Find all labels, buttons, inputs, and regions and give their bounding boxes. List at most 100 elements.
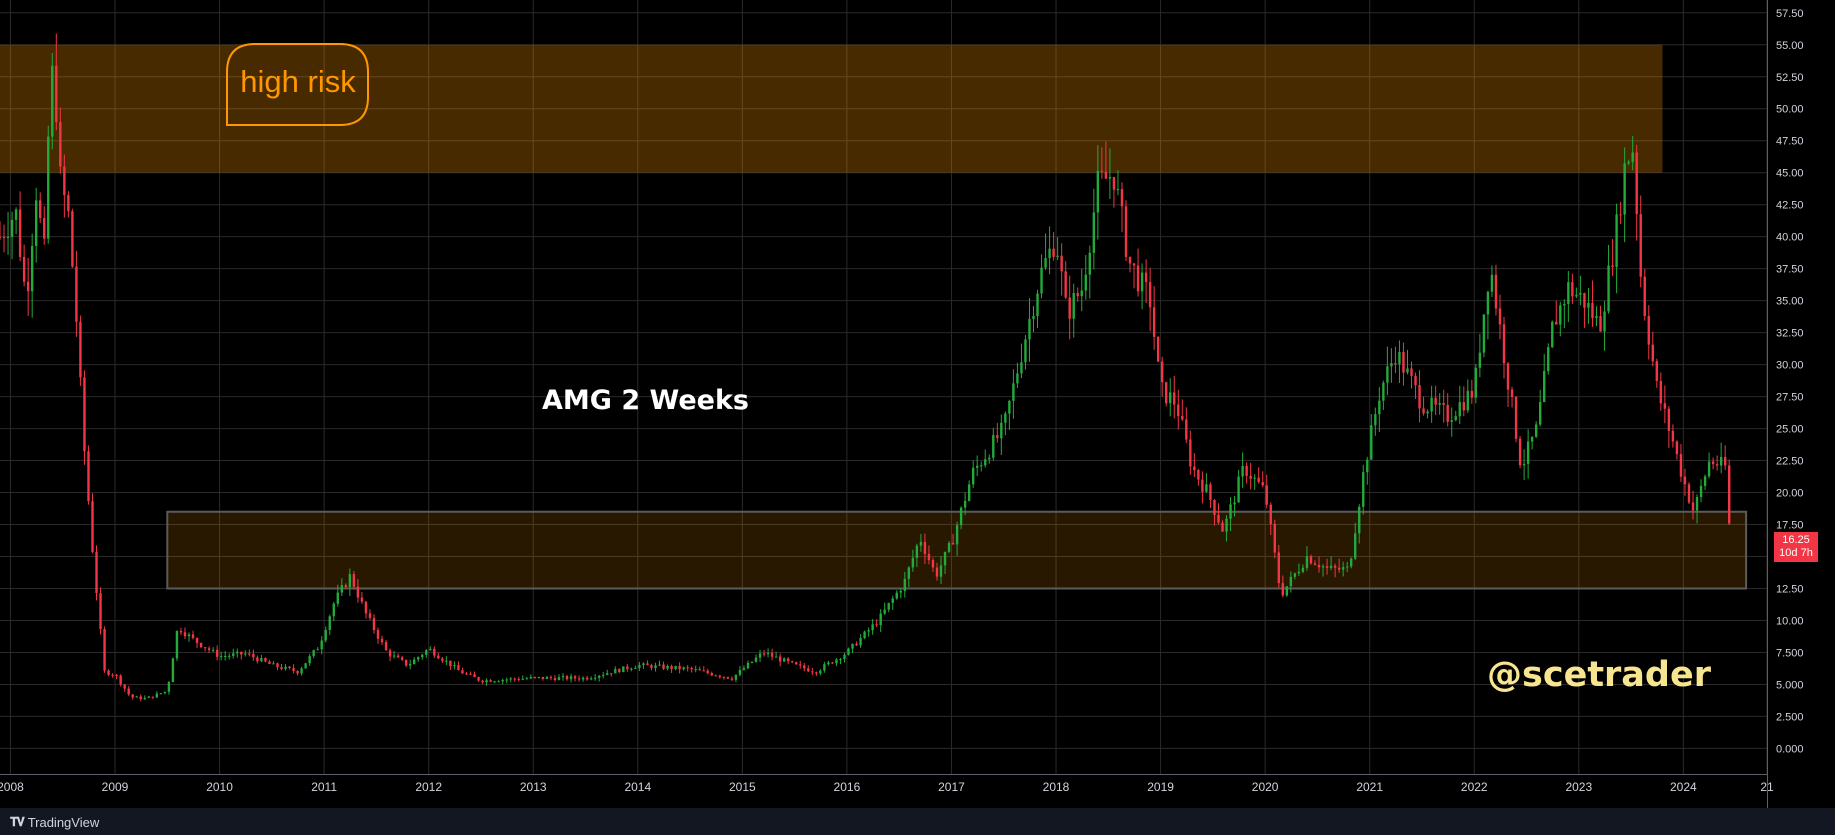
candle-body	[336, 592, 339, 604]
candle-body	[1064, 271, 1067, 298]
candle-body	[1261, 482, 1264, 486]
candle-body	[1185, 419, 1188, 440]
candle-body	[1615, 214, 1618, 268]
candle-body	[252, 653, 255, 658]
candle-body	[521, 678, 524, 680]
candle-body	[1193, 466, 1196, 471]
candle-body	[1727, 465, 1731, 524]
candle-body	[119, 675, 122, 685]
candle-body	[807, 668, 810, 672]
candle-body	[1156, 336, 1160, 362]
high-risk-callout[interactable]: high risk	[226, 43, 369, 126]
candle-body	[163, 691, 167, 694]
candle-body	[1430, 397, 1433, 412]
candle-body	[1040, 267, 1043, 294]
candle-body	[1068, 297, 1071, 319]
candle-body	[175, 630, 179, 659]
candle-body	[996, 435, 999, 439]
candle-body	[10, 219, 14, 237]
candle-body	[943, 551, 947, 566]
candle-body	[738, 669, 742, 675]
y-axis[interactable]: 57.50 55.00 52.50 50.00 47.50 45.00 42.50 40.00…	[1776, 8, 1804, 756]
candle-body	[533, 676, 537, 678]
x-tick-label: 2009	[102, 780, 129, 794]
candle-body	[437, 655, 440, 659]
candle-body	[1100, 170, 1104, 172]
x-tick-label: 2020	[1252, 780, 1279, 794]
candle-body	[429, 648, 432, 651]
candle-body	[493, 681, 496, 683]
candle-body	[1406, 368, 1409, 373]
candle-body	[276, 663, 279, 668]
candle-body	[332, 603, 335, 617]
candle-body	[453, 665, 456, 667]
candle-body	[392, 655, 396, 657]
candle-body	[159, 693, 163, 695]
candle-body	[457, 665, 460, 671]
candle-body	[1096, 170, 1100, 213]
candle-body	[1225, 518, 1228, 532]
candle-body	[1490, 274, 1494, 292]
x-tick-label: 2015	[729, 780, 756, 794]
candle-body	[1241, 465, 1244, 477]
candle-body	[597, 675, 601, 678]
candle-body	[421, 654, 424, 658]
candle-body	[1474, 367, 1478, 398]
candle-body	[1639, 214, 1642, 277]
candle-body	[879, 613, 882, 626]
candle-body	[1691, 502, 1695, 511]
candle-body	[0, 236, 2, 238]
candle-body	[992, 435, 995, 458]
candle-body	[83, 377, 86, 452]
candle-body	[1048, 248, 1051, 259]
candle-body	[308, 656, 311, 664]
candle-body	[1563, 303, 1566, 306]
tradingview-wordmark: TradingView	[27, 815, 100, 830]
candle-body	[1313, 563, 1317, 565]
candle-body	[248, 653, 251, 655]
candle-body	[1008, 400, 1011, 414]
x-tick-label: 2013	[520, 780, 547, 794]
x-tick-label: 2019	[1147, 780, 1174, 794]
candle-body	[2, 236, 6, 239]
candle-body	[1683, 476, 1687, 485]
candle-body	[557, 677, 561, 681]
candle-body	[593, 677, 597, 679]
tradingview-logo[interactable]: 𝐓𝐕 TradingView	[10, 815, 99, 830]
candle-body	[1329, 565, 1333, 568]
candle-body	[718, 675, 722, 677]
candle-body	[1104, 171, 1108, 179]
candle-body	[1587, 302, 1590, 308]
candle-body	[618, 669, 621, 673]
candle-body	[634, 667, 637, 669]
x-axis[interactable]: 2008 2009 2010 2011 2012 2013 2014 2015 2016 2017…	[0, 780, 1774, 794]
candle-body	[577, 678, 581, 680]
candle-body	[1498, 308, 1502, 325]
candle-body	[179, 630, 183, 633]
candle-body	[316, 649, 319, 651]
candle-body	[963, 500, 967, 508]
candle-body	[602, 674, 605, 676]
candle-body	[1072, 292, 1075, 319]
y-tick-label: 17.50	[1776, 520, 1804, 532]
candle-body	[288, 666, 291, 669]
y-tick-label: 55.00	[1776, 40, 1804, 52]
candle-body	[947, 542, 951, 552]
candle-body	[935, 567, 939, 577]
candle-body	[831, 662, 834, 664]
x-tick-label: 2016	[834, 780, 861, 794]
candle-body	[1032, 316, 1035, 319]
candle-body	[1116, 189, 1120, 191]
candle-body	[1655, 361, 1659, 381]
candle-body	[1486, 291, 1490, 315]
candle-body	[39, 200, 42, 219]
candle-body	[1414, 375, 1417, 386]
candle-body	[91, 501, 94, 552]
candle-body	[573, 676, 577, 679]
candle-body	[638, 665, 641, 668]
candle-body	[1012, 383, 1015, 401]
candle-body	[1671, 430, 1675, 442]
candle-body	[1213, 499, 1216, 515]
candle-body	[1627, 161, 1630, 164]
